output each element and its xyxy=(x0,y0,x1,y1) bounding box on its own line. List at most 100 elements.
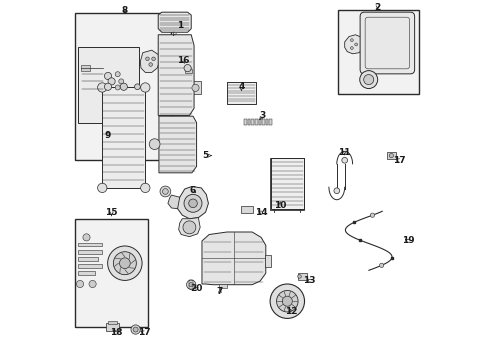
Polygon shape xyxy=(177,186,208,219)
Circle shape xyxy=(149,63,152,66)
Text: 3: 3 xyxy=(260,111,266,120)
Circle shape xyxy=(276,291,298,312)
Bar xyxy=(78,47,139,123)
Text: 2: 2 xyxy=(374,3,381,12)
Bar xyxy=(102,87,146,188)
Polygon shape xyxy=(140,50,160,72)
Bar xyxy=(78,243,101,246)
Circle shape xyxy=(146,57,149,60)
Circle shape xyxy=(135,84,140,90)
Bar xyxy=(190,280,194,289)
Circle shape xyxy=(355,43,358,46)
Text: 15: 15 xyxy=(105,208,118,217)
Bar xyxy=(78,271,96,275)
Text: 1: 1 xyxy=(173,21,183,36)
Text: 12: 12 xyxy=(285,307,298,316)
Circle shape xyxy=(183,221,196,234)
Circle shape xyxy=(141,183,150,193)
Bar xyxy=(266,119,269,126)
Circle shape xyxy=(149,139,160,149)
Circle shape xyxy=(115,85,120,90)
Bar xyxy=(338,10,419,94)
Text: 10: 10 xyxy=(274,201,286,210)
Text: 17: 17 xyxy=(138,328,150,337)
Circle shape xyxy=(113,252,136,275)
Circle shape xyxy=(104,72,112,80)
Circle shape xyxy=(83,234,90,241)
Text: 9: 9 xyxy=(105,131,111,140)
Circle shape xyxy=(133,327,138,332)
Circle shape xyxy=(120,83,127,90)
Circle shape xyxy=(108,246,142,280)
Polygon shape xyxy=(158,35,194,116)
Bar xyxy=(271,158,304,210)
Circle shape xyxy=(350,39,353,41)
Circle shape xyxy=(98,183,107,193)
Circle shape xyxy=(141,83,150,92)
Bar xyxy=(227,82,256,104)
Bar xyxy=(108,320,117,324)
Text: 16: 16 xyxy=(177,57,190,66)
Text: 7: 7 xyxy=(217,287,223,296)
Bar xyxy=(74,13,172,160)
Bar xyxy=(262,119,265,126)
Circle shape xyxy=(189,199,197,208)
Circle shape xyxy=(152,57,155,60)
Bar xyxy=(78,264,101,268)
Bar xyxy=(270,158,304,210)
Circle shape xyxy=(334,188,340,194)
Circle shape xyxy=(98,83,107,92)
Circle shape xyxy=(187,280,196,289)
Circle shape xyxy=(360,71,378,89)
Bar xyxy=(270,119,272,126)
Circle shape xyxy=(192,84,199,91)
Circle shape xyxy=(189,283,194,287)
Bar xyxy=(81,65,90,71)
Bar xyxy=(245,119,247,126)
Circle shape xyxy=(282,296,293,306)
Bar xyxy=(265,255,271,267)
Circle shape xyxy=(184,194,202,212)
Text: 18: 18 xyxy=(110,328,122,337)
Polygon shape xyxy=(344,35,364,54)
Text: 20: 20 xyxy=(191,284,203,293)
Bar xyxy=(78,257,98,261)
Text: 13: 13 xyxy=(303,276,316,285)
Circle shape xyxy=(163,189,168,194)
Bar xyxy=(387,152,395,159)
Bar xyxy=(242,206,253,213)
Circle shape xyxy=(364,75,374,85)
Circle shape xyxy=(89,280,96,288)
Circle shape xyxy=(379,263,384,267)
Polygon shape xyxy=(159,116,196,173)
Bar xyxy=(298,273,307,280)
Circle shape xyxy=(298,275,301,278)
Circle shape xyxy=(389,153,393,158)
Circle shape xyxy=(184,64,191,72)
Bar xyxy=(255,119,258,126)
Text: 14: 14 xyxy=(255,208,268,217)
Bar xyxy=(106,323,119,330)
Circle shape xyxy=(76,280,84,288)
Circle shape xyxy=(350,46,353,49)
Circle shape xyxy=(160,186,171,197)
Circle shape xyxy=(108,78,115,85)
Bar xyxy=(185,69,192,73)
Circle shape xyxy=(104,83,112,90)
Text: 19: 19 xyxy=(402,237,415,246)
Bar xyxy=(248,119,250,126)
Polygon shape xyxy=(202,232,266,285)
Circle shape xyxy=(270,284,304,319)
Text: 5: 5 xyxy=(202,151,212,160)
Bar xyxy=(191,81,201,94)
Text: 8: 8 xyxy=(122,6,128,15)
Bar xyxy=(78,250,101,253)
Text: 17: 17 xyxy=(393,156,406,165)
Circle shape xyxy=(342,157,347,163)
Circle shape xyxy=(115,72,120,77)
FancyBboxPatch shape xyxy=(360,12,415,74)
Polygon shape xyxy=(158,12,191,32)
Bar xyxy=(227,82,256,104)
Circle shape xyxy=(370,213,374,217)
Bar xyxy=(74,220,148,327)
